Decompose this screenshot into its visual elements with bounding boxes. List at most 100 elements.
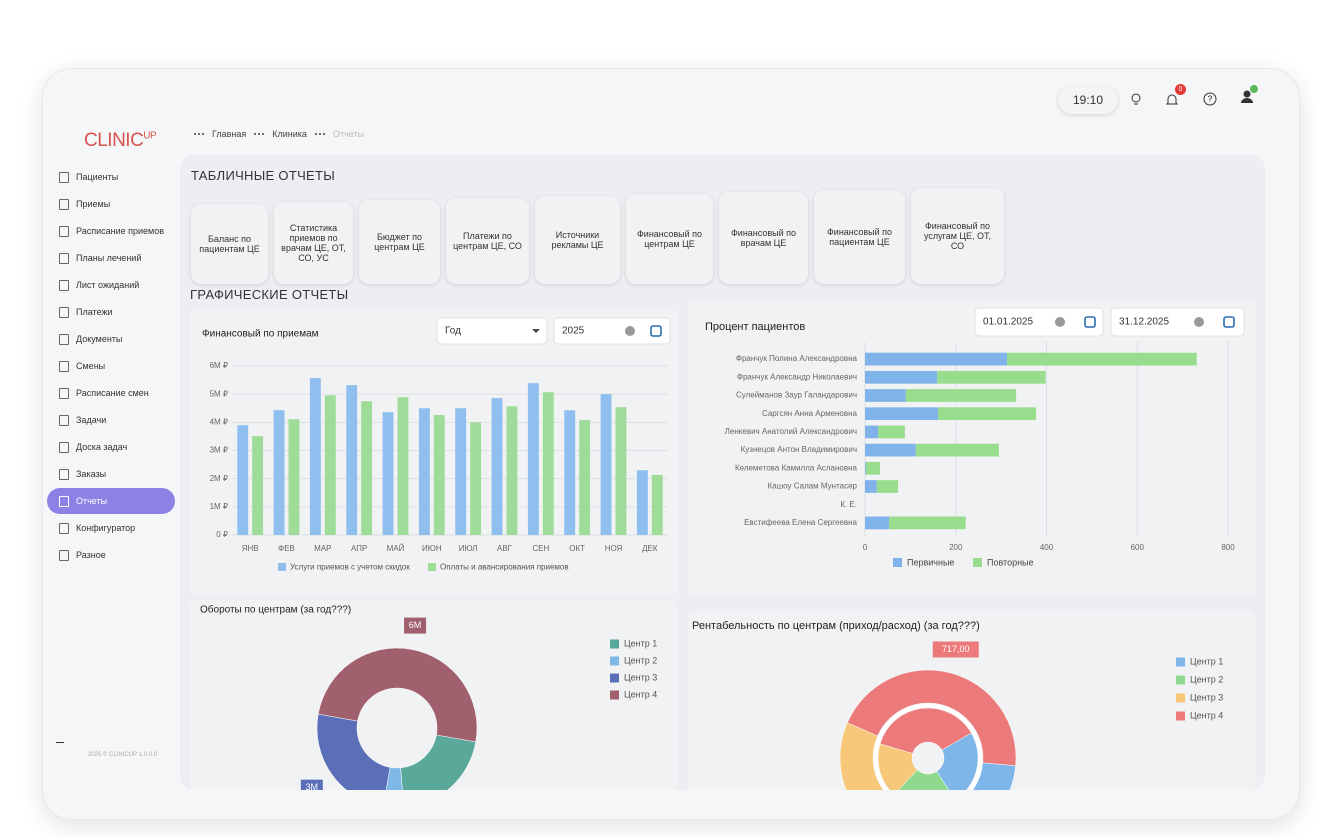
tips-icon[interactable] xyxy=(1129,92,1143,108)
input-box[interactable] xyxy=(436,317,548,345)
breadcrumb[interactable]: Отчеты xyxy=(332,129,365,139)
nav-icon xyxy=(59,334,69,345)
legend-swatch[interactable] xyxy=(610,673,619,683)
clear-icon[interactable] xyxy=(1055,317,1065,327)
nav-label: Смены xyxy=(76,361,106,371)
report-card[interactable]: Источники рекламы ЦЕ xyxy=(535,196,620,284)
x-tick-label: ОКТ xyxy=(569,544,585,553)
input-box[interactable] xyxy=(1110,307,1245,337)
pie-slice xyxy=(898,769,950,790)
report-card[interactable]: Баланс по пациентам ЦЕ xyxy=(191,204,268,284)
nav-icon xyxy=(59,415,69,426)
collapse-arrow[interactable] xyxy=(56,742,64,743)
breadcrumb[interactable]: Клиника xyxy=(272,129,307,139)
bar-segment xyxy=(915,443,999,457)
nav-item[interactable]: Расписание приемов xyxy=(47,218,175,244)
legend-label: Центр 3 xyxy=(624,672,657,682)
dropdown-caret[interactable] xyxy=(532,329,540,333)
bar-segment xyxy=(905,389,1017,402)
legend-swatch[interactable] xyxy=(610,690,619,700)
legend-swatch[interactable] xyxy=(1176,711,1185,721)
section-title: ГРАФИЧЕСКИЕ ОТЧЕТЫ xyxy=(190,287,349,302)
input-box[interactable] xyxy=(553,317,671,345)
nav-label: Разное xyxy=(76,550,106,560)
nav-item[interactable]: Заказы xyxy=(47,461,175,487)
input-box[interactable] xyxy=(974,307,1104,337)
y-tick-label: Кашоу Салам Мунтасер xyxy=(768,482,858,491)
nav-item[interactable]: Доска задач xyxy=(47,434,175,460)
report-card[interactable]: Финансовый по врачам ЦЕ xyxy=(719,192,808,284)
label-box xyxy=(404,617,427,634)
bar xyxy=(397,397,409,535)
nav-item[interactable]: Расписание смен xyxy=(47,380,175,406)
legend-swatch[interactable] xyxy=(278,563,286,571)
legend-swatch[interactable] xyxy=(893,558,902,567)
nav-item[interactable]: Задачи xyxy=(47,407,175,433)
pie-slice xyxy=(400,734,477,790)
footer: 2025 © CLINICUP 1.0.0.0 xyxy=(88,752,158,758)
bar-segment xyxy=(865,461,866,475)
user-icon[interactable] xyxy=(1238,84,1260,106)
chart-panel: Рентабельность по центрам (приход/расход… xyxy=(688,610,1255,790)
legend-swatch[interactable] xyxy=(1176,693,1185,703)
legend-swatch[interactable] xyxy=(610,656,619,666)
report-card[interactable]: Финансовый по центрам ЦЕ xyxy=(626,194,713,284)
legend-swatch[interactable] xyxy=(1176,657,1185,667)
nav-label: Заказы xyxy=(76,469,107,479)
x-tick-label: МАЙ xyxy=(387,544,405,553)
nav-item[interactable]: Планы лечений xyxy=(47,245,175,271)
breadcrumb[interactable]: Главная xyxy=(212,129,247,139)
nav-item[interactable]: Отчеты xyxy=(47,488,175,514)
report-card[interactable]: Финансовый по пациентам ЦЕ xyxy=(814,190,905,284)
nav-item[interactable]: Документы xyxy=(47,326,175,352)
input-value: Год xyxy=(445,326,461,337)
y-tick-label: 6M ₽ xyxy=(210,361,228,370)
calendar-icon[interactable] xyxy=(1084,316,1096,328)
data-label: 6M xyxy=(409,620,422,630)
clear-icon[interactable] xyxy=(1194,317,1204,327)
legend-swatch[interactable] xyxy=(610,639,619,649)
input-value: 01.01.2025 xyxy=(983,317,1033,328)
bar xyxy=(564,410,576,535)
x-tick-label: 400 xyxy=(1040,543,1054,552)
legend-label: Повторные xyxy=(987,557,1034,567)
nav-item[interactable]: Приемы xyxy=(47,191,175,217)
bar-segment xyxy=(878,425,905,439)
report-card[interactable]: Бюджет по центрам ЦЕ xyxy=(359,200,440,284)
legend-swatch[interactable] xyxy=(973,558,982,567)
calendar-icon[interactable] xyxy=(650,325,662,337)
legend-swatch[interactable] xyxy=(1176,675,1185,685)
help-icon[interactable]: ? xyxy=(1202,91,1218,107)
y-tick-label: Сулейманов Заур Галандарович xyxy=(736,391,857,400)
nav-label: Планы лечений xyxy=(76,253,142,263)
report-card[interactable]: Статистика приемов по врачам ЦЕ, ОТ, СО,… xyxy=(274,202,353,284)
logo[interactable]: CLINICUP xyxy=(84,130,157,152)
bar-segment xyxy=(865,370,938,384)
nav-item[interactable]: Конфигуратор xyxy=(47,515,175,541)
legend-label: Центр 1 xyxy=(1190,656,1223,666)
bar xyxy=(527,383,539,535)
nav-item[interactable]: Смены xyxy=(47,353,175,379)
report-card[interactable]: Платежи по центрам ЦЕ, СО xyxy=(446,198,529,284)
chart: Обороты по центрам (за год???) 3M 6M Центр … xyxy=(200,604,657,790)
section-title: ТАБЛИЧНЫЕ ОТЧЕТЫ xyxy=(191,168,336,183)
bar xyxy=(288,419,300,535)
calendar-icon[interactable] xyxy=(1223,316,1235,328)
nav-item[interactable]: Пациенты xyxy=(47,164,175,190)
report-card[interactable]: Финансовый по услугам ЦЕ, ОТ, СО xyxy=(911,188,1004,284)
nav-item[interactable]: Лист ожиданий xyxy=(47,272,175,298)
bell-icon[interactable] xyxy=(1165,92,1179,108)
y-tick-label: 0 ₽ xyxy=(216,530,228,539)
nav-item[interactable]: Платежи xyxy=(47,299,175,325)
chart-panel: Процент пациентов 01.01.2025 31.12.2025 0 20… xyxy=(688,300,1255,595)
clear-icon[interactable] xyxy=(625,326,635,336)
legend-label: Центр 2 xyxy=(1190,674,1223,684)
bar-segment xyxy=(876,480,899,493)
bar xyxy=(361,401,373,535)
nav-label: Задачи xyxy=(76,415,107,425)
x-tick-label: 600 xyxy=(1131,543,1145,552)
separator xyxy=(258,133,261,135)
legend-swatch[interactable] xyxy=(428,563,436,571)
nav-item[interactable]: Разное xyxy=(47,542,175,568)
